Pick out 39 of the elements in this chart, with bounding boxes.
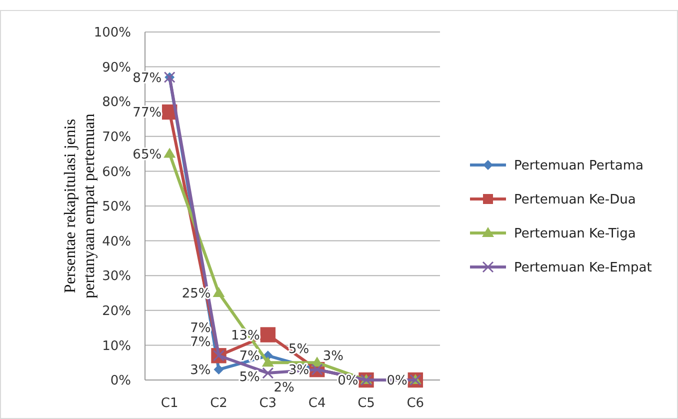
y-tick-label: 70% bbox=[102, 130, 131, 145]
y-axis-title: Persentae rekapitulasi jenis pertanyaan empat pertemuan bbox=[62, 114, 98, 298]
data-label: 7% bbox=[190, 335, 211, 350]
point bbox=[262, 367, 274, 379]
x-tick-label: C3 bbox=[259, 396, 277, 411]
legend-label: Pertemuan Ke-Tiga bbox=[514, 226, 636, 242]
y-tick-label: 0% bbox=[110, 374, 131, 389]
data-label: 5% bbox=[288, 342, 310, 358]
y-tick-label: 10% bbox=[102, 338, 131, 354]
point bbox=[214, 364, 224, 375]
point bbox=[262, 356, 274, 367]
legend-label: Pertemuan Pertama bbox=[514, 158, 644, 174]
point bbox=[260, 327, 276, 342]
data-label: 3% bbox=[322, 349, 344, 364]
y-tick-label: 40% bbox=[102, 234, 131, 250]
y-tick-label: 30% bbox=[102, 269, 131, 284]
y-tick-label: 50% bbox=[102, 200, 131, 215]
data-label: 87% bbox=[132, 70, 162, 86]
legend-label: Pertemuan Ke-Empat bbox=[514, 260, 652, 276]
data-label: 0% bbox=[338, 374, 358, 389]
x-tick-label: C2 bbox=[210, 396, 228, 411]
y-tick-label: 80% bbox=[102, 95, 131, 110]
x-tick-label: C1 bbox=[160, 396, 178, 411]
data-label: 7% bbox=[190, 321, 211, 336]
y-tick-label: 90% bbox=[102, 60, 131, 76]
point bbox=[212, 287, 225, 297]
data-label: 65% bbox=[132, 147, 162, 162]
y-tick-label: 60% bbox=[102, 164, 131, 180]
point bbox=[164, 148, 176, 158]
y-tick-label: 100% bbox=[94, 26, 131, 41]
data-label: 2% bbox=[274, 380, 294, 396]
legend-label: Pertemuan Ke-Dua bbox=[514, 192, 636, 208]
data-label: 77% bbox=[132, 106, 162, 121]
x-tick-label: C5 bbox=[358, 396, 375, 411]
data-label: 5% bbox=[239, 370, 260, 386]
x-tick-label: C6 bbox=[406, 396, 424, 411]
x-tick-label: C4 bbox=[308, 396, 326, 411]
y-tick-label: 20% bbox=[102, 304, 131, 319]
data-label: 3% bbox=[190, 363, 211, 378]
